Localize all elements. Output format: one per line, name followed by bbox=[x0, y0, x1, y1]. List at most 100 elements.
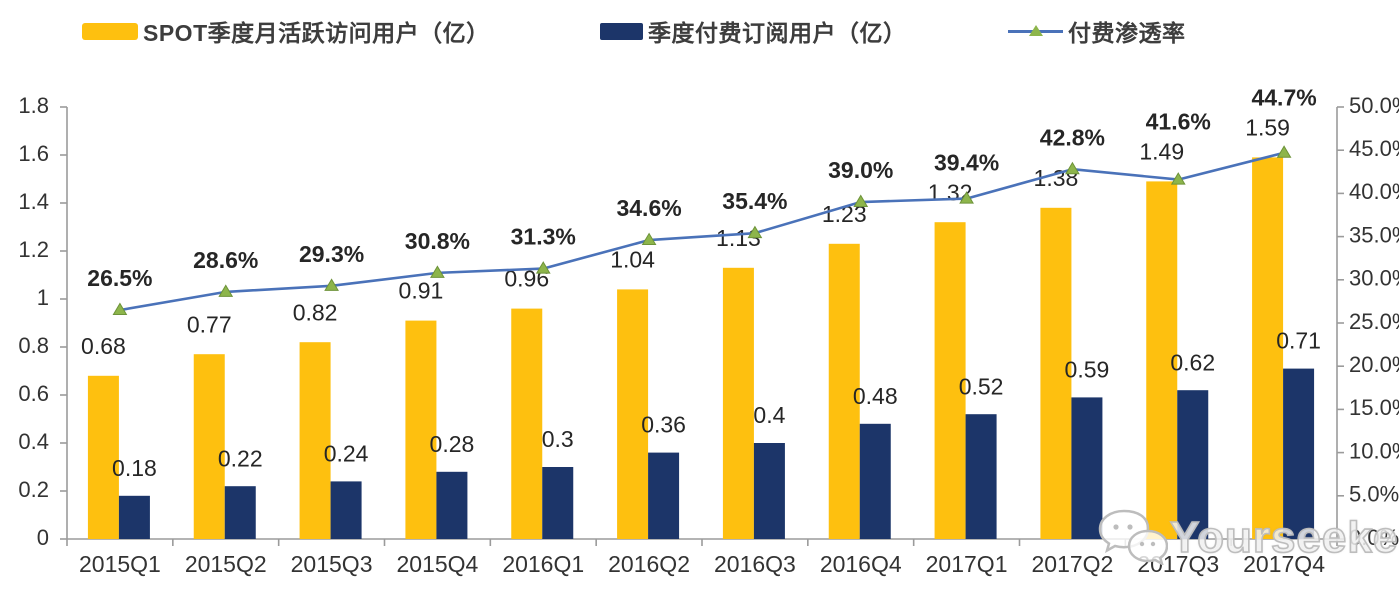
right-axis-tick-label: 0.0% bbox=[1349, 525, 1399, 550]
bar-sub-2016Q3 bbox=[753, 443, 785, 539]
bar-label-mau-2015Q1: 0.68 bbox=[81, 333, 126, 359]
bar-mau-2017Q1 bbox=[934, 222, 966, 539]
bar-label-mau-2017Q3: 1.49 bbox=[1139, 138, 1184, 164]
legend-label-sub: 季度付费订阅用户（亿） bbox=[648, 20, 907, 46]
bar-label-sub-2017Q1: 0.52 bbox=[959, 373, 1004, 399]
bar-label-sub-2017Q4: 0.71 bbox=[1276, 328, 1321, 354]
line-marker-2015Q3 bbox=[324, 278, 339, 291]
x-axis-category-label: 2016Q1 bbox=[502, 551, 584, 577]
line-marker-2016Q1 bbox=[535, 261, 551, 274]
rate-label-2015Q1: 26.5% bbox=[87, 265, 152, 291]
bar-mau-2016Q2 bbox=[617, 289, 649, 539]
line-marker-2017Q3 bbox=[1170, 172, 1186, 185]
left-axis-tick-label: 0.8 bbox=[18, 333, 49, 358]
x-axis-category-label: 2016Q4 bbox=[820, 551, 902, 577]
x-axis-category-label: 2017Q4 bbox=[1243, 551, 1325, 577]
bar-sub-2016Q4 bbox=[859, 423, 891, 539]
bar-mau-2015Q1 bbox=[87, 375, 119, 539]
line-marker-2015Q1 bbox=[112, 302, 128, 316]
left-axis-tick-label: 0 bbox=[37, 525, 49, 550]
rate-label-2016Q1: 31.3% bbox=[511, 224, 576, 250]
bar-sub-2015Q2 bbox=[224, 486, 256, 539]
line-marker-2015Q4 bbox=[430, 265, 445, 278]
bar-sub-2017Q1 bbox=[965, 414, 997, 539]
right-axis-tick-label: 45.0% bbox=[1349, 136, 1399, 161]
rate-label-2016Q2: 34.6% bbox=[616, 195, 681, 221]
x-axis-category-label: 2016Q2 bbox=[608, 551, 690, 577]
left-axis-tick-label: 1.8 bbox=[18, 93, 49, 118]
bar-mau-2015Q3 bbox=[299, 342, 331, 539]
bar-label-sub-2015Q2: 0.22 bbox=[218, 445, 263, 471]
legend-line-marker-icon bbox=[1008, 24, 1063, 38]
x-axis-category-label: 2017Q1 bbox=[926, 551, 1008, 577]
left-axis-tick-label: 0.2 bbox=[18, 477, 49, 502]
legend-label-mau: SPOT季度月活跃访问用户（亿） bbox=[143, 20, 490, 46]
left-axis-tick-label: 1 bbox=[37, 285, 49, 310]
line-marker-2017Q4 bbox=[1276, 145, 1292, 158]
x-axis-category-label: 2015Q4 bbox=[396, 551, 478, 577]
x-axis-category-label: 2017Q3 bbox=[1137, 551, 1219, 577]
bar-mau-2017Q2 bbox=[1040, 207, 1072, 540]
right-axis-tick-label: 15.0% bbox=[1349, 395, 1399, 420]
legend-label-rate: 付费渗透率 bbox=[1068, 20, 1186, 46]
rate-label-2015Q3: 29.3% bbox=[299, 241, 364, 267]
rate-label-2017Q2: 42.8% bbox=[1040, 124, 1105, 150]
x-axis-category-label: 2016Q3 bbox=[714, 551, 796, 577]
bar-label-sub-2015Q3: 0.24 bbox=[324, 440, 369, 466]
right-axis-tick-label: 40.0% bbox=[1349, 179, 1399, 204]
rate-label-2017Q4: 44.7% bbox=[1251, 84, 1316, 110]
legend-swatch-sub-icon bbox=[600, 22, 643, 40]
right-axis-tick-label: 35.0% bbox=[1349, 222, 1399, 247]
bar-mau-2015Q2 bbox=[193, 354, 225, 539]
bar-mau-2017Q3 bbox=[1146, 181, 1178, 539]
legend-item-mau: SPOT季度月活跃访问用户（亿） bbox=[82, 16, 490, 46]
legend-item-rate: 付费渗透率 bbox=[1008, 16, 1186, 46]
penetration-rate-line bbox=[119, 151, 1285, 312]
bar-label-sub-2015Q4: 0.28 bbox=[430, 431, 475, 457]
rate-label-2017Q1: 39.4% bbox=[934, 149, 999, 175]
left-axis-tick-label: 0.4 bbox=[18, 429, 49, 454]
right-axis-tick-label: 50.0% bbox=[1349, 93, 1399, 118]
right-axis-tick-label: 10.0% bbox=[1349, 438, 1399, 463]
legend-swatch-mau-icon bbox=[82, 22, 138, 40]
bar-label-mau-2017Q4: 1.59 bbox=[1245, 114, 1290, 140]
triangle-marker-icon bbox=[1028, 25, 1043, 36]
bar-sub-2017Q2 bbox=[1071, 397, 1103, 539]
right-axis-tick-label: 5.0% bbox=[1349, 482, 1399, 507]
x-axis-category-label: 2015Q2 bbox=[185, 551, 267, 577]
bar-label-sub-2016Q1: 0.3 bbox=[542, 426, 574, 452]
bar-sub-2016Q2 bbox=[648, 452, 680, 539]
x-axis-category-label: 2015Q3 bbox=[291, 551, 373, 577]
bar-sub-2016Q1 bbox=[542, 467, 574, 539]
line-marker-2016Q3 bbox=[747, 225, 763, 239]
right-axis-tick-label: 25.0% bbox=[1349, 309, 1399, 334]
bar-label-sub-2016Q4: 0.48 bbox=[853, 383, 898, 409]
left-axis-tick-label: 0.6 bbox=[18, 381, 49, 406]
bar-sub-2017Q4 bbox=[1283, 368, 1315, 539]
bar-sub-2015Q3 bbox=[330, 481, 362, 539]
bar-label-mau-2015Q4: 0.91 bbox=[399, 278, 444, 304]
rate-label-2016Q3: 35.4% bbox=[722, 188, 787, 214]
right-axis-tick-label: 30.0% bbox=[1349, 266, 1399, 291]
bar-mau-2016Q4 bbox=[828, 243, 860, 540]
bar-label-sub-2015Q1: 0.18 bbox=[112, 455, 157, 481]
bar-label-sub-2017Q3: 0.62 bbox=[1170, 349, 1215, 375]
legend-item-sub: 季度付费订阅用户（亿） bbox=[600, 16, 907, 46]
bar-label-sub-2016Q2: 0.36 bbox=[641, 412, 686, 438]
bar-sub-2015Q4 bbox=[436, 471, 468, 539]
x-axis-category-label: 2015Q1 bbox=[79, 551, 161, 577]
left-axis-tick-label: 1.6 bbox=[18, 141, 49, 166]
right-axis-tick-label: 20.0% bbox=[1349, 352, 1399, 377]
rate-label-2017Q3: 41.6% bbox=[1146, 108, 1211, 134]
line-marker-2016Q4 bbox=[853, 194, 869, 208]
line-marker-2017Q1 bbox=[959, 191, 974, 204]
bar-label-sub-2017Q2: 0.59 bbox=[1065, 356, 1110, 382]
bar-sub-2017Q3 bbox=[1177, 390, 1209, 539]
rate-label-2016Q4: 39.0% bbox=[828, 157, 893, 183]
x-axis-category-label: 2017Q2 bbox=[1031, 551, 1113, 577]
rate-label-2015Q4: 30.8% bbox=[405, 228, 470, 254]
bar-sub-2015Q1 bbox=[118, 495, 150, 539]
left-axis-tick-label: 1.4 bbox=[18, 189, 49, 214]
